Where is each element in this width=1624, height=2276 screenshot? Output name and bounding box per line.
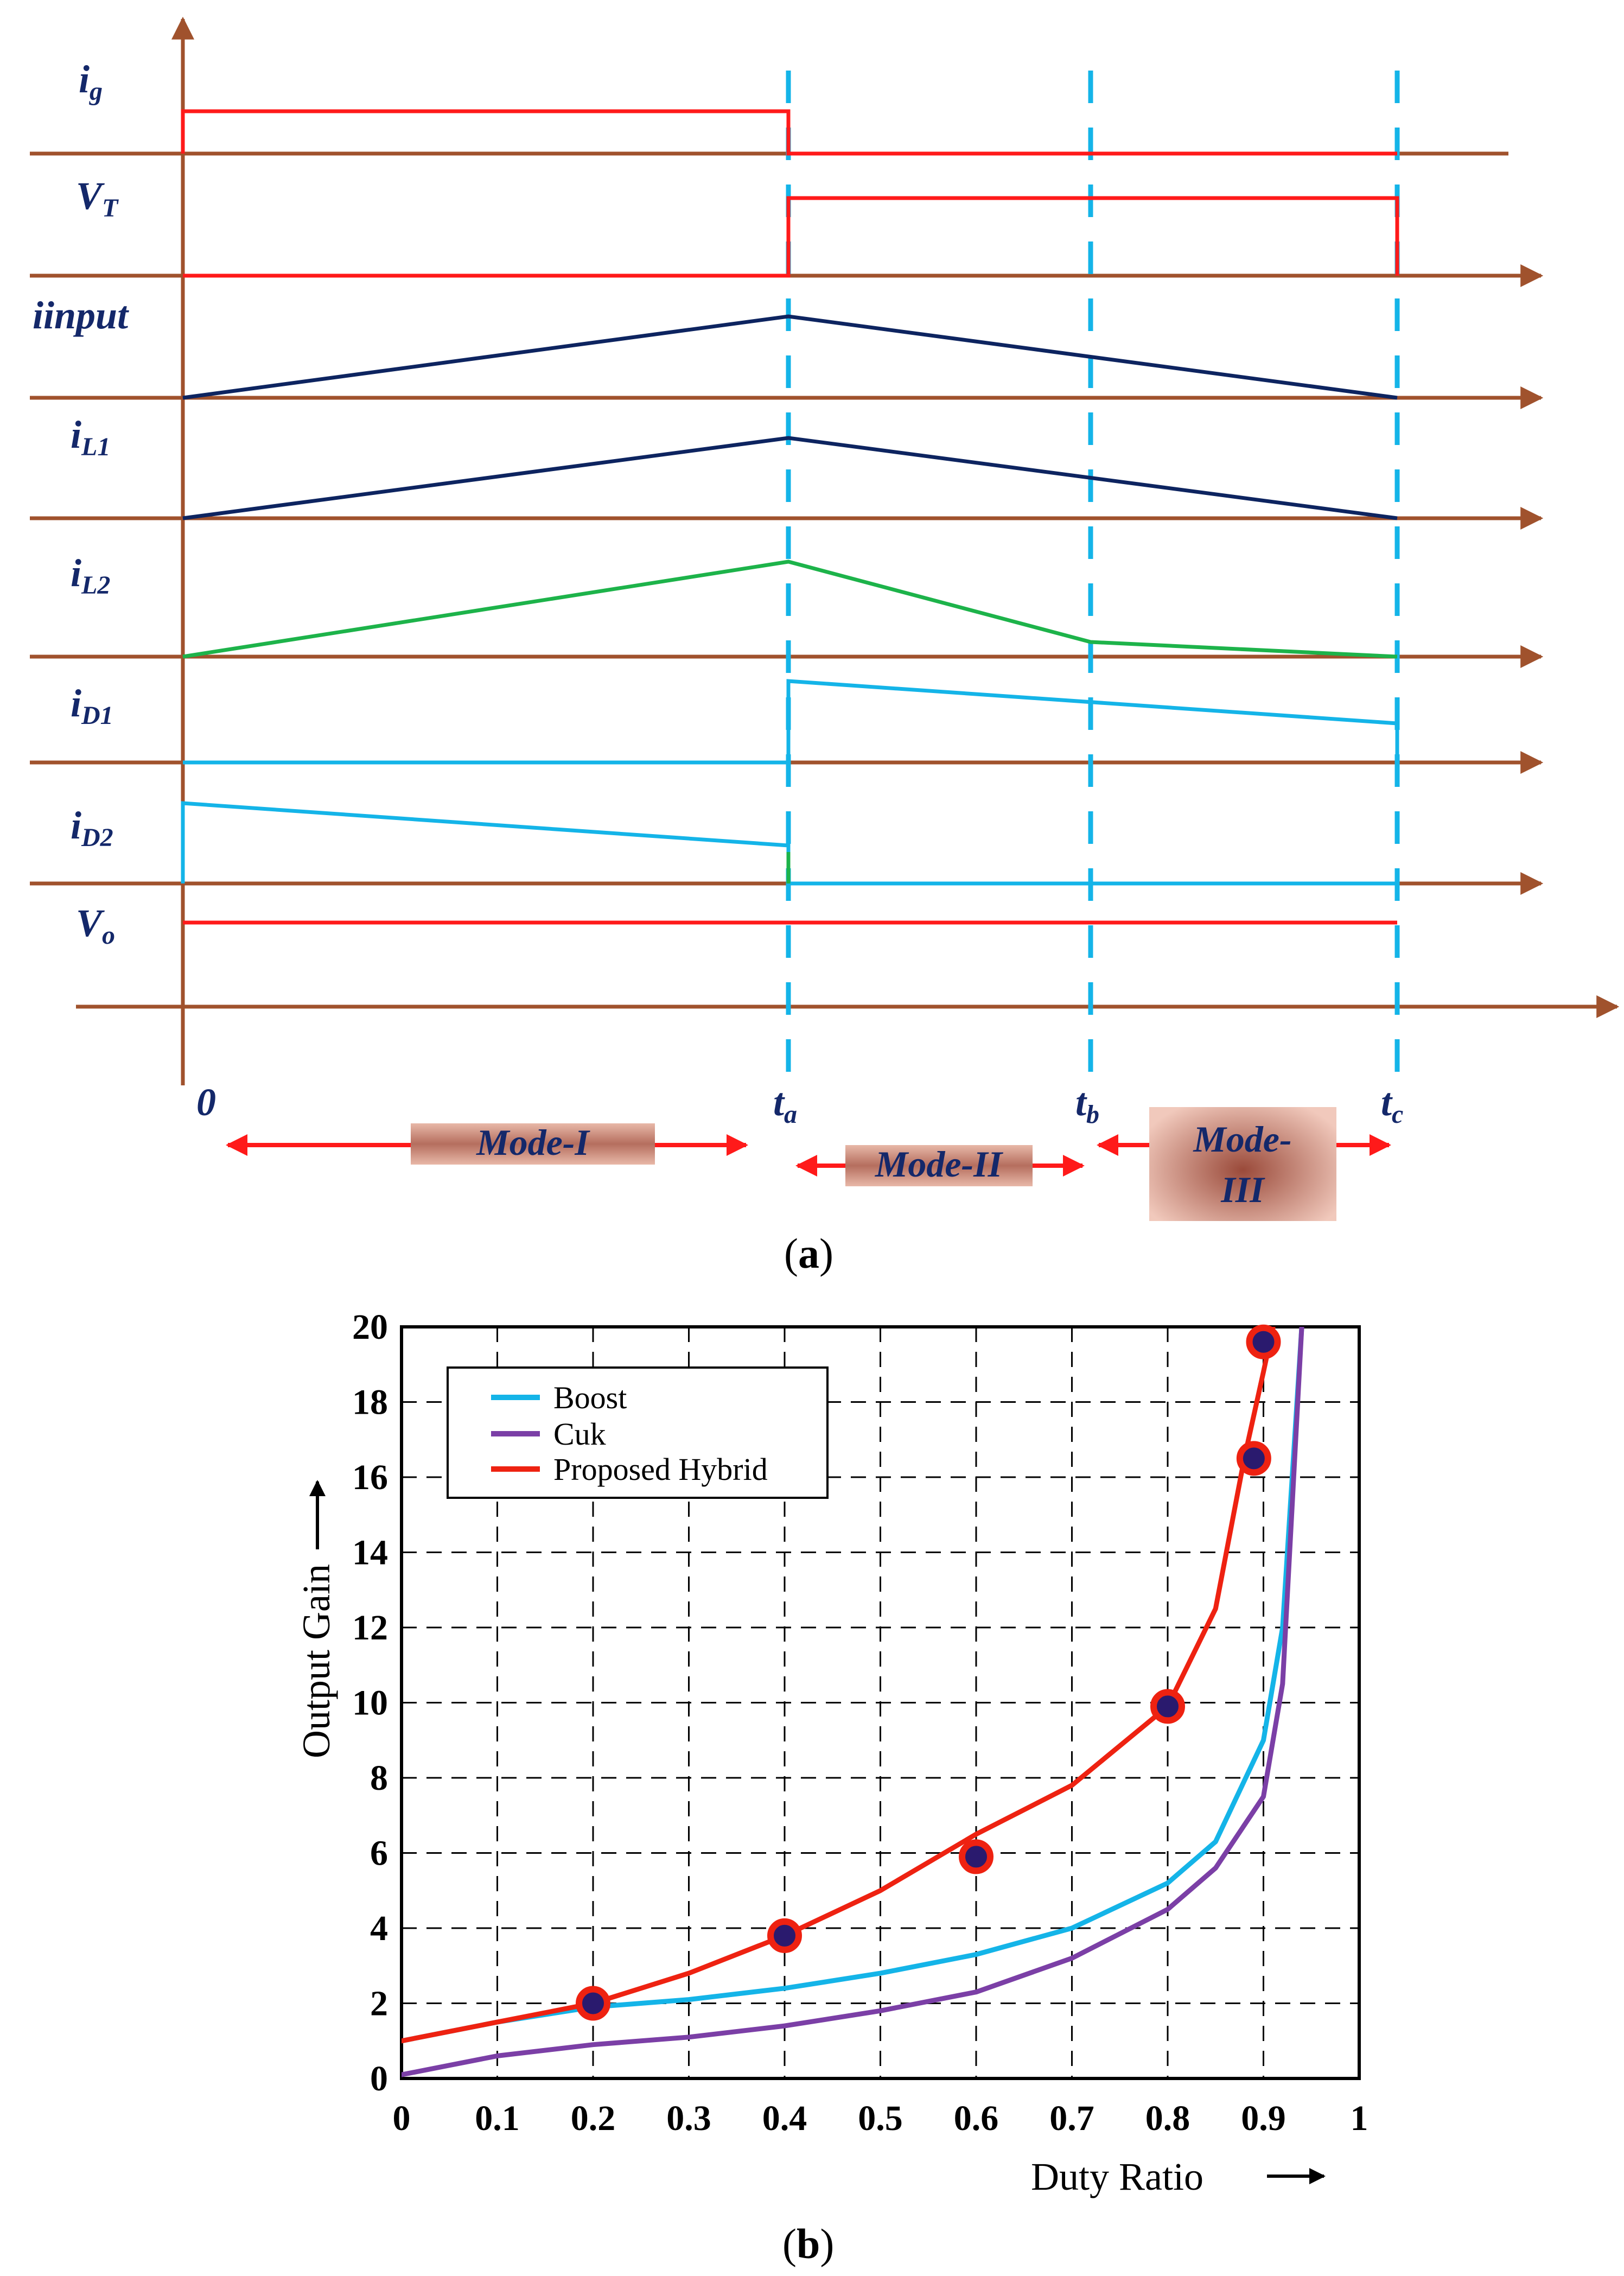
baselines — [30, 151, 1620, 1018]
label-il2: iL2 — [71, 551, 110, 600]
y-tick-8: 8 — [370, 1758, 388, 1798]
marker-point-2 — [959, 1839, 993, 1874]
x-axis-label: Duty Ratio — [1031, 2155, 1203, 2198]
time-ta: ta — [773, 1080, 797, 1129]
y-tick-10: 10 — [352, 1683, 388, 1723]
time-labels: 0 ta tb tc — [196, 1080, 1403, 1129]
label-vo: Vo — [76, 901, 115, 950]
timing-diagram: ig VT iinput iL1 iL2 iD1 iD2 Vo 0 ta tb … — [30, 16, 1620, 1221]
x-tick-0.2: 0.2 — [571, 2099, 616, 2138]
legend-label-boost: Boost — [553, 1380, 627, 1415]
x-tick-0.7: 0.7 — [1049, 2099, 1094, 2138]
y-tick-12: 12 — [352, 1608, 388, 1648]
signal-labels: ig VT iinput iL1 iL2 iD1 iD2 Vo — [33, 58, 129, 950]
mode-iii-label-line1: Mode- — [1193, 1118, 1291, 1160]
waveform-il2 — [182, 560, 1398, 659]
y-tick-0: 0 — [370, 2059, 388, 2099]
caption-b: (b) — [782, 2220, 835, 2267]
mode-ii-label: Mode-II — [875, 1143, 1004, 1185]
waveform-il1 — [182, 436, 1398, 520]
label-id1: iD1 — [71, 682, 113, 730]
markers — [576, 1324, 1281, 2021]
label-id2: iD2 — [71, 804, 113, 852]
time-tb: tb — [1075, 1080, 1099, 1129]
marker-point-3 — [1150, 1689, 1185, 1724]
legend-label-cuk: Cuk — [553, 1416, 606, 1452]
x-tick-0.4: 0.4 — [762, 2099, 807, 2138]
y-tick-6: 6 — [370, 1834, 388, 1873]
x-tick-labels: 0 0.1 0.2 0.3 0.4 0.5 0.6 0.7 0.8 0.9 1 — [393, 2099, 1368, 2138]
marker-point-1 — [767, 1918, 802, 1953]
x-tick-0.8: 0.8 — [1145, 2099, 1190, 2138]
y-tick-18: 18 — [352, 1383, 388, 1422]
series-cuk — [402, 1327, 1304, 2077]
time-markers — [786, 71, 1400, 1085]
y-axis-label: Output Gain — [295, 1564, 338, 1758]
x-tick-0.6: 0.6 — [954, 2099, 999, 2138]
x-tick-0.1: 0.1 — [475, 2099, 520, 2138]
mode-iii-box — [1149, 1107, 1336, 1221]
waveform-id1 — [183, 679, 1399, 765]
y-tick-16: 16 — [352, 1458, 388, 1497]
label-vt: VT — [76, 174, 119, 222]
x-tick-0.5: 0.5 — [858, 2099, 903, 2138]
y-tick-20: 20 — [352, 1307, 388, 1347]
label-il1: iL1 — [71, 413, 110, 461]
grid-lines — [402, 1327, 1359, 2078]
y-tick-4: 4 — [370, 1909, 388, 1948]
gain-chart: 0 0.1 0.2 0.3 0.4 0.5 0.6 0.7 0.8 0.9 1 0 2 4 6 8 10 12 1… — [295, 1307, 1368, 2198]
time-0: 0 — [196, 1080, 216, 1124]
waveform-ig — [181, 109, 1397, 156]
mode-i-label: Mode-I — [476, 1122, 590, 1163]
marker-point-0 — [576, 1986, 610, 2021]
marker-point-4 — [1236, 1441, 1271, 1476]
mode-iii-label-line2: III — [1220, 1169, 1265, 1210]
time-tc: tc — [1381, 1080, 1403, 1129]
marker-point-5 — [1246, 1324, 1281, 1359]
waveform-id2 — [181, 801, 1397, 886]
y-tick-labels: 0 2 4 6 8 10 12 14 16 18 20 — [352, 1307, 388, 2099]
mode-i-box — [411, 1123, 655, 1165]
caption-a: (a) — [784, 1230, 833, 1277]
waveform-iinput — [182, 314, 1398, 400]
x-tick-0.9: 0.9 — [1241, 2099, 1286, 2138]
legend: Boost Cuk Proposed Hybrid — [447, 1366, 829, 1499]
y-tick-14: 14 — [352, 1533, 388, 1573]
legend-label-hybrid: Proposed Hybrid — [553, 1452, 768, 1487]
label-ig: ig — [79, 58, 103, 106]
x-tick-0: 0 — [393, 2099, 411, 2138]
label-iinput: iinput — [33, 294, 129, 337]
mode-ii-box — [845, 1145, 1033, 1186]
x-tick-0.3: 0.3 — [666, 2099, 711, 2138]
x-tick-1: 1 — [1351, 2099, 1368, 2138]
y-tick-2: 2 — [370, 1984, 388, 2024]
waveform-vt — [183, 196, 1399, 278]
